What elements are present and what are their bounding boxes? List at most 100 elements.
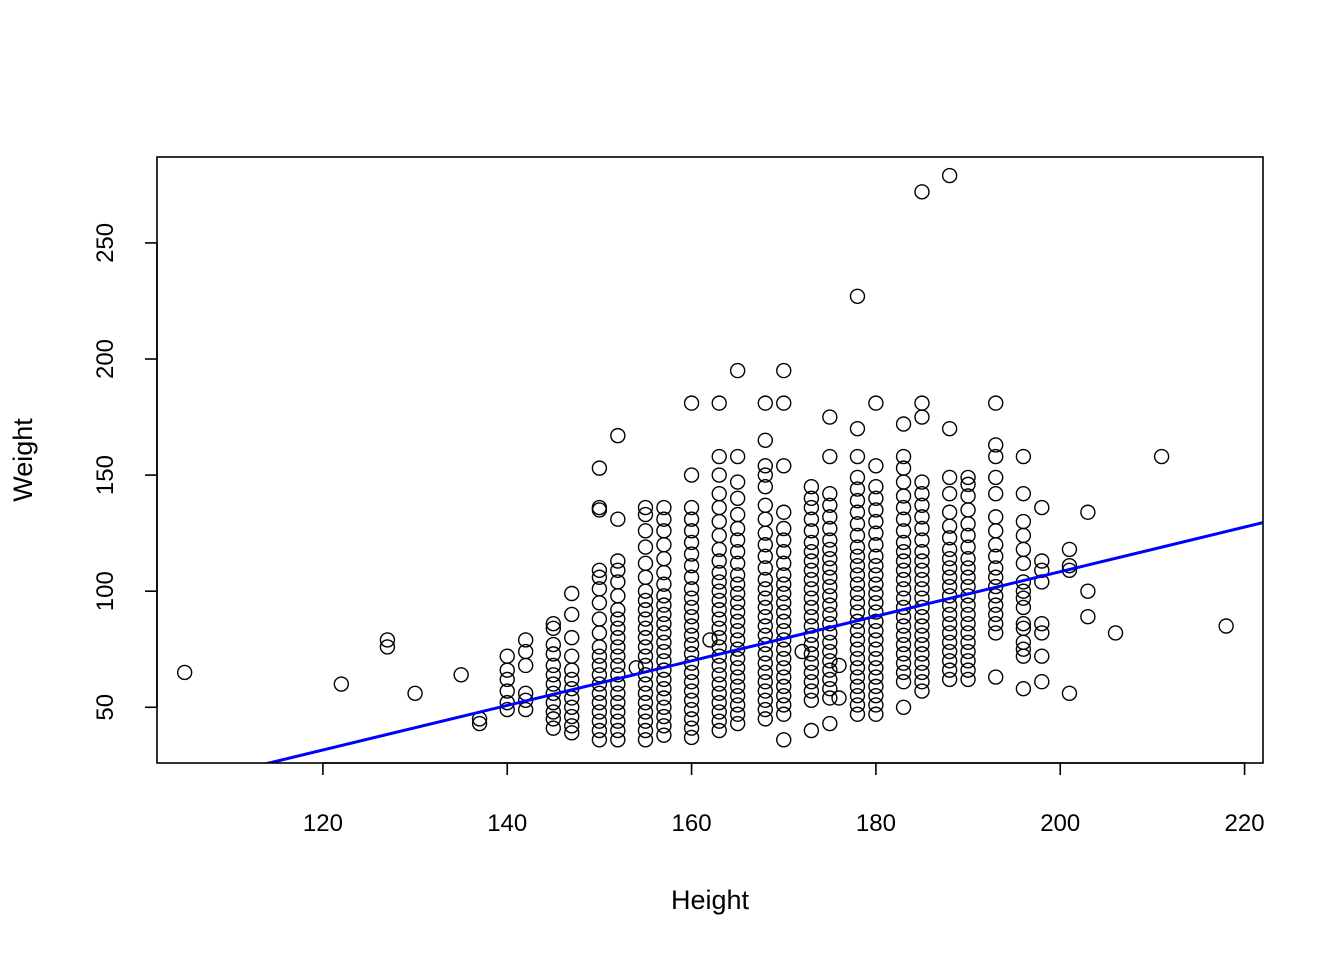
data-point (683, 692, 700, 709)
data-point (729, 678, 746, 695)
data-point (610, 648, 626, 664)
data-point (610, 704, 626, 720)
data-point (591, 722, 608, 739)
data-point (960, 643, 976, 660)
data-point (776, 687, 792, 704)
data-point (941, 625, 958, 641)
data-point (1061, 541, 1078, 558)
data-point (729, 362, 746, 379)
data-point (471, 715, 488, 732)
data-point (757, 467, 773, 483)
data-point (729, 474, 746, 490)
data-point (637, 506, 654, 523)
data-point (333, 676, 350, 692)
data-point (711, 448, 727, 465)
data-point (757, 609, 773, 625)
data-point (757, 692, 773, 709)
data-point (822, 681, 838, 697)
data-point (960, 634, 976, 650)
data-point (822, 448, 838, 465)
data-point (849, 420, 866, 437)
data-point (803, 499, 820, 516)
data-point (822, 485, 838, 502)
data-point (1153, 448, 1170, 465)
data-point (895, 627, 912, 643)
data-point (545, 636, 562, 653)
data-point (729, 697, 746, 713)
data-point (868, 490, 884, 507)
y-tick-label: 100 (92, 571, 119, 611)
data-point (960, 625, 976, 641)
data-point (849, 669, 866, 685)
data-point (711, 676, 727, 692)
data-point (1015, 620, 1032, 637)
data-point (683, 664, 700, 681)
data-point (776, 504, 792, 520)
data-point (564, 671, 580, 688)
x-axis: 120 140 160 180 200 220 (303, 762, 1265, 837)
data-point (895, 416, 912, 432)
data-point (517, 657, 534, 674)
data-point (729, 604, 746, 620)
data-point (683, 581, 700, 597)
data-point (637, 523, 654, 539)
data-point (757, 581, 773, 597)
data-point (610, 694, 626, 711)
data-point (1015, 681, 1032, 697)
data-point (683, 590, 700, 606)
data-point (711, 592, 727, 609)
data-point (683, 467, 700, 483)
data-point (988, 560, 1004, 576)
data-point (941, 530, 958, 546)
data-point (637, 602, 654, 618)
data-point (988, 569, 1004, 585)
data-point (1015, 541, 1032, 558)
data-point (637, 648, 654, 664)
data-point (637, 499, 654, 516)
data-point (960, 560, 976, 576)
y-tick-label: 200 (92, 339, 119, 379)
data-point (776, 555, 792, 572)
data-point (776, 697, 792, 713)
data-point (1015, 513, 1032, 530)
data-point (656, 690, 672, 706)
data-point (803, 562, 820, 578)
data-point (895, 523, 912, 539)
data-point (895, 571, 912, 588)
data-point (868, 669, 884, 685)
data-point (803, 553, 820, 569)
data-point (776, 732, 792, 748)
data-point (591, 704, 608, 720)
data-point (729, 632, 746, 648)
y-axis: 50 100 150 200 250 (92, 223, 158, 721)
data-point (988, 395, 1004, 411)
data-point (960, 488, 976, 504)
data-point (656, 588, 672, 604)
data-point (656, 576, 672, 592)
data-point (711, 485, 727, 502)
data-point (803, 655, 820, 671)
data-point (988, 448, 1004, 465)
data-point (591, 611, 608, 627)
data-point (849, 706, 866, 722)
data-point (849, 504, 866, 520)
data-point (868, 502, 884, 518)
data-point (822, 671, 838, 688)
data-point (564, 606, 580, 623)
data-point (914, 581, 930, 597)
data-point (591, 625, 608, 641)
data-point (822, 578, 838, 595)
data-point (914, 485, 930, 502)
data-point (729, 613, 746, 630)
data-point (1015, 615, 1032, 632)
data-point (960, 502, 976, 518)
data-point (988, 615, 1004, 632)
data-point (757, 618, 773, 634)
data-point (849, 660, 866, 676)
data-point (803, 722, 820, 739)
data-point (637, 629, 654, 646)
data-point (803, 590, 820, 606)
data-point (849, 448, 866, 465)
data-point (757, 646, 773, 662)
